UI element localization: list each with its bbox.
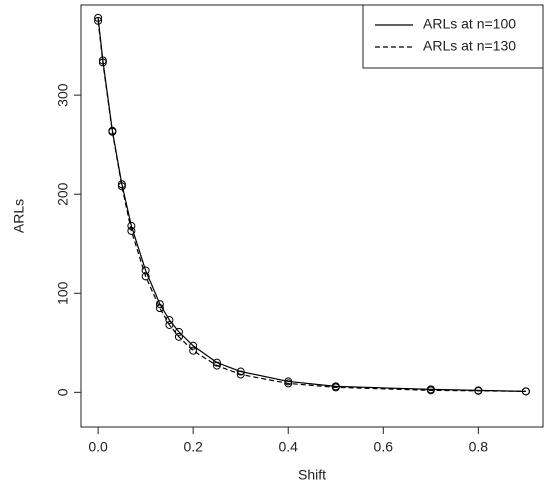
y-tick-label: 0 xyxy=(55,388,71,396)
x-axis-title: Shift xyxy=(298,467,326,483)
y-tick-label: 200 xyxy=(55,182,71,206)
data-point xyxy=(165,316,174,325)
data-point xyxy=(174,332,183,341)
data-point xyxy=(189,341,198,350)
data-point xyxy=(108,127,117,136)
legend-label: ARLs at n=130 xyxy=(423,38,516,54)
legend: ARLs at n=100 ARLs at n=130 xyxy=(362,4,544,69)
legend-label: ARLs at n=100 xyxy=(423,16,516,32)
data-point xyxy=(189,346,198,355)
data-point xyxy=(141,272,150,281)
data-point xyxy=(127,226,136,235)
y-axis-title: ARLs xyxy=(11,199,27,233)
data-point xyxy=(212,361,221,370)
data-point xyxy=(331,383,340,392)
data-point xyxy=(94,16,103,25)
data-point xyxy=(236,370,245,379)
x-tick-label: 0.0 xyxy=(88,439,108,455)
data-point xyxy=(155,304,164,313)
data-point xyxy=(474,386,483,395)
series-line xyxy=(97,20,526,392)
data-point xyxy=(117,182,126,191)
y-tick-label: 300 xyxy=(55,83,71,107)
x-tick-label: 0.2 xyxy=(183,439,203,455)
data-point xyxy=(284,377,293,386)
x-tick-label: 0.8 xyxy=(469,439,489,455)
x-tick-label: 0.6 xyxy=(374,439,394,455)
data-point xyxy=(98,58,107,67)
plot-frame xyxy=(80,4,544,428)
data-point xyxy=(141,266,150,275)
data-point xyxy=(155,300,164,309)
x-tick-label: 0.4 xyxy=(279,439,299,455)
data-point xyxy=(521,387,530,396)
series-line xyxy=(97,17,526,392)
data-point xyxy=(284,379,293,388)
y-tick-label: 100 xyxy=(55,281,71,305)
data-point xyxy=(426,386,435,395)
data-point xyxy=(165,320,174,329)
legend-box xyxy=(362,4,544,69)
